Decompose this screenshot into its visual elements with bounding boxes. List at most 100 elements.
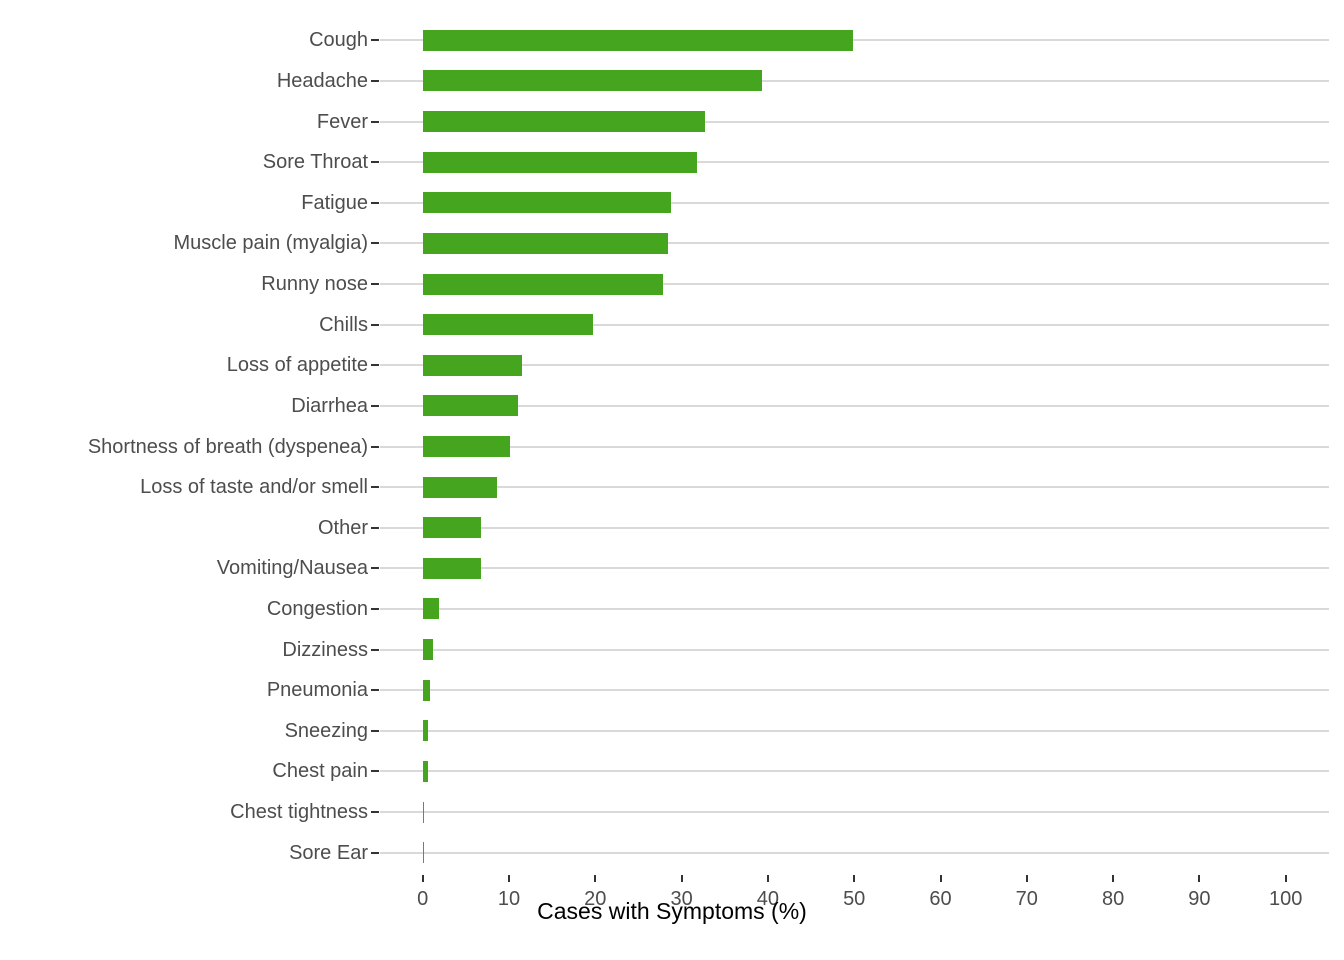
- category-label: Vomiting/Nausea: [216, 557, 368, 580]
- y-axis-tick: [371, 445, 379, 448]
- gridline: [380, 242, 1329, 245]
- x-axis-title: Cases with Symptoms (%): [537, 898, 807, 924]
- x-tick-label: 50: [843, 888, 866, 910]
- bar-chills: [422, 314, 593, 336]
- bar-cough: [422, 29, 854, 51]
- gridline: [380, 526, 1329, 529]
- bar-dizziness: [422, 639, 434, 661]
- y-axis-tick: [371, 242, 379, 245]
- bar-sneezing: [422, 720, 428, 742]
- y-axis-tick: [371, 283, 379, 286]
- gridline: [380, 486, 1329, 489]
- gridline: [380, 770, 1329, 773]
- x-axis-tick: [1112, 875, 1115, 882]
- x-axis-tick: [853, 875, 856, 882]
- y-axis-tick: [371, 161, 379, 164]
- bar-fatigue: [422, 192, 672, 214]
- gridline: [380, 729, 1329, 732]
- y-axis-tick: [371, 201, 379, 204]
- gridline: [380, 201, 1329, 204]
- gridline: [380, 120, 1329, 123]
- category-label: Sore Ear: [289, 841, 368, 864]
- y-axis-tick: [371, 811, 379, 814]
- category-label: Sore Throat: [262, 151, 368, 174]
- category-label: Sneezing: [284, 719, 368, 742]
- gridline: [380, 445, 1329, 448]
- bar-fever: [422, 111, 705, 133]
- bar-loss-of-taste-and-or-smell: [422, 476, 497, 498]
- gridline: [380, 851, 1329, 854]
- x-axis-tick: [508, 875, 510, 882]
- bar-loss-of-appetite: [422, 354, 522, 376]
- x-tick-label: 20: [584, 888, 607, 910]
- category-label: Muscle pain (myalgia): [173, 232, 368, 255]
- bar-headache: [422, 70, 762, 92]
- x-tick-label: 80: [1101, 888, 1125, 910]
- y-axis-tick: [371, 404, 379, 407]
- y-axis-tick: [371, 770, 379, 773]
- category-label: Fever: [316, 110, 368, 133]
- category-label: Congestion: [266, 597, 368, 620]
- y-axis-tick: [371, 648, 379, 651]
- category-label: Shortness of breath (dyspenea): [87, 435, 368, 458]
- x-tick-label: 10: [497, 888, 521, 910]
- category-label: Chest pain: [272, 760, 368, 783]
- category-label: Pneumonia: [266, 679, 368, 702]
- category-label: Headache: [276, 69, 368, 92]
- category-label: Chest tightness: [230, 801, 368, 824]
- bar-vomiting-nausea: [422, 557, 481, 579]
- gridline: [380, 364, 1329, 367]
- bar-other: [422, 517, 482, 539]
- y-axis-tick: [371, 364, 379, 367]
- bar-pneumonia: [422, 679, 431, 701]
- x-tick-label: 90: [1188, 888, 1211, 910]
- gridline: [380, 323, 1329, 326]
- category-label: Fatigue: [301, 191, 368, 214]
- y-axis-tick: [371, 486, 379, 489]
- category-label: Loss of appetite: [226, 354, 368, 377]
- gridline: [380, 689, 1329, 692]
- category-label: Other: [317, 516, 368, 539]
- bar-congestion: [422, 598, 440, 620]
- bar-sore-throat: [422, 151, 698, 173]
- category-label: Runny nose: [261, 273, 368, 296]
- x-axis-tick: [680, 875, 683, 882]
- gridline: [380, 39, 1329, 42]
- category-label: Loss of taste and/or smell: [140, 476, 368, 499]
- x-tick-label: 0: [417, 888, 429, 910]
- x-tick-label: 70: [1015, 888, 1038, 910]
- gridline: [380, 607, 1329, 610]
- category-label: Chills: [319, 313, 368, 336]
- bar-runny-nose: [422, 273, 664, 295]
- gridline: [380, 567, 1329, 570]
- gridline: [380, 79, 1329, 82]
- gridline: [380, 811, 1329, 814]
- bar-chest-pain: [422, 760, 428, 782]
- bar-shortness-of-breath-dyspenea-: [422, 436, 510, 457]
- x-tick-label: 40: [756, 888, 780, 910]
- gridline: [380, 283, 1329, 286]
- x-tick-label: 60: [929, 888, 952, 910]
- y-axis-tick: [371, 567, 379, 570]
- x-axis-tick: [939, 875, 942, 882]
- y-axis-tick: [371, 851, 379, 854]
- bar-chest-tightness: [422, 801, 425, 823]
- plot-panel: Cough Headache Fever Sore Throat Fatigue Musc…: [88, 20, 1329, 910]
- x-tick-label: 100: [1269, 888, 1303, 910]
- gridline: [380, 648, 1329, 651]
- y-axis-tick: [371, 39, 379, 42]
- x-tick-label: 30: [670, 888, 693, 910]
- x-axis-tick: [1198, 875, 1201, 882]
- bar-sore-ear: [422, 842, 425, 864]
- gridline: [380, 404, 1329, 407]
- category-label: Dizziness: [282, 638, 368, 661]
- x-axis-tick: [1025, 875, 1028, 882]
- y-axis-tick: [371, 607, 379, 610]
- y-axis-tick: [371, 323, 379, 326]
- y-axis-tick: [371, 120, 379, 123]
- y-axis-tick: [371, 526, 379, 529]
- bar-muscle-pain-myalgia-: [422, 232, 668, 254]
- gridline: [380, 161, 1329, 164]
- x-axis-tick: [766, 875, 769, 882]
